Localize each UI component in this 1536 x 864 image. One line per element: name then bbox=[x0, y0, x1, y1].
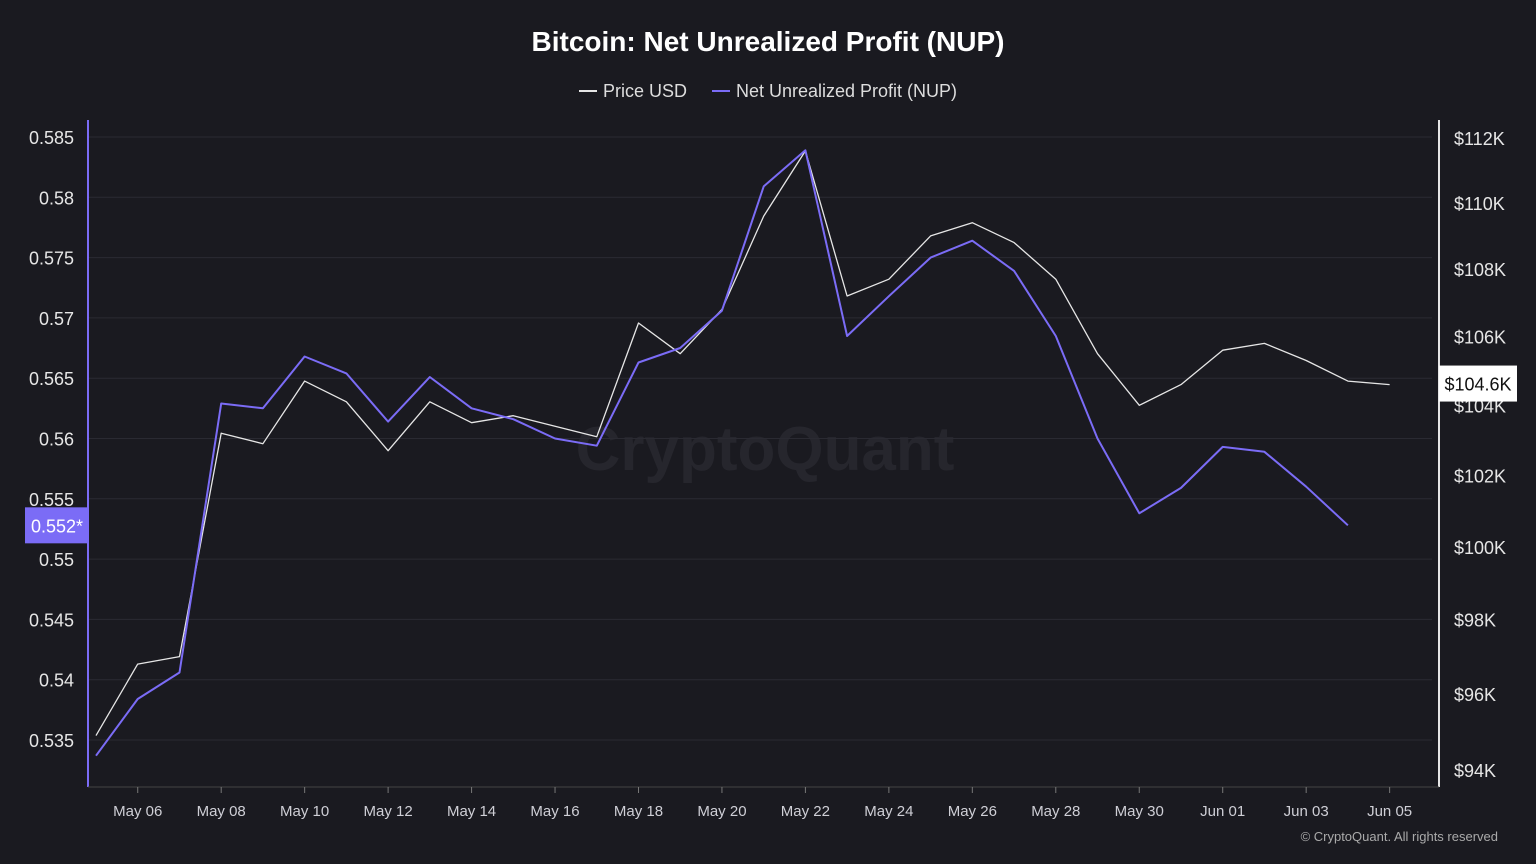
price-current-value-label: $104.6K bbox=[1444, 375, 1511, 395]
x-axis-tick-label: May 12 bbox=[364, 803, 413, 820]
nup-current-value-badge bbox=[25, 507, 88, 544]
x-axis-tick-label: May 24 bbox=[864, 803, 913, 820]
right-axis-tick-label: $112K bbox=[1454, 129, 1505, 149]
legend-label-price: Price USD bbox=[602, 80, 687, 101]
left-axis-tick-label: 0.555 bbox=[29, 490, 74, 510]
legend-label-nup: Net Unrealized Profit (NUP) bbox=[735, 80, 958, 101]
x-axis-tick-label: May 10 bbox=[280, 803, 329, 820]
x-axis-tick-label: May 22 bbox=[781, 803, 830, 820]
left-axis-tick-label: 0.56 bbox=[39, 430, 74, 450]
nup-current-value-label: 0.552* bbox=[31, 516, 83, 536]
right-axis-tick-label: $108K bbox=[1454, 260, 1506, 280]
x-axis-tick-label: Jun 01 bbox=[1200, 803, 1245, 820]
left-axis-tick-label: 0.535 bbox=[29, 731, 74, 751]
right-axis-tick-label: $106K bbox=[1454, 328, 1506, 348]
left-axis-tick-label: 0.585 bbox=[29, 128, 74, 148]
right-axis-tick-label: $102K bbox=[1454, 466, 1506, 486]
right-axis-tick-label: $94K bbox=[1454, 761, 1496, 781]
x-axis-tick-label: May 30 bbox=[1115, 803, 1164, 820]
left-axis-tick-label: 0.55 bbox=[39, 550, 74, 570]
x-axis-tick-label: May 18 bbox=[614, 803, 663, 820]
x-axis-tick-label: May 08 bbox=[197, 803, 246, 820]
right-axis-tick-label: $110K bbox=[1454, 194, 1505, 214]
price-current-value-badge bbox=[1439, 365, 1517, 402]
left-axis-tick-label: 0.54 bbox=[39, 671, 74, 691]
legend: Price USD Net Unrealized Profit (NUP) bbox=[0, 76, 1536, 102]
x-axis-tick-label: May 14 bbox=[447, 803, 496, 820]
x-axis-tick-label: May 26 bbox=[948, 803, 997, 820]
left-axis-tick-label: 0.545 bbox=[29, 610, 74, 630]
x-axis-tick-label: May 16 bbox=[530, 803, 579, 820]
x-axis-tick-label: Jun 03 bbox=[1284, 803, 1329, 820]
legend-item-price[interactable]: Price USD bbox=[578, 80, 687, 102]
x-axis-tick-label: May 20 bbox=[697, 803, 746, 820]
left-axis-tick-label: 0.575 bbox=[29, 249, 74, 269]
legend-swatch-price bbox=[578, 90, 597, 92]
price-line bbox=[95, 150, 1390, 736]
left-axis-tick-label: 0.565 bbox=[29, 369, 74, 389]
legend-item-nup[interactable]: Net Unrealized Profit (NUP) bbox=[711, 80, 958, 102]
x-axis-tick-label: May 06 bbox=[113, 803, 162, 820]
x-axis-tick-label: May 28 bbox=[1031, 803, 1080, 820]
left-axis-tick-label: 0.58 bbox=[39, 188, 74, 208]
legend-swatch-nup bbox=[711, 90, 730, 92]
right-axis-tick-label: $96K bbox=[1454, 685, 1496, 705]
right-axis-tick-label: $98K bbox=[1454, 611, 1496, 631]
chart-title: Bitcoin: Net Unrealized Profit (NUP) bbox=[531, 26, 1005, 57]
right-axis-tick-label: $100K bbox=[1454, 538, 1506, 558]
left-axis-tick-label: 0.57 bbox=[39, 309, 74, 329]
x-axis-tick-label: Jun 05 bbox=[1367, 803, 1412, 820]
copyright-footer: © CryptoQuant. All rights reserved bbox=[1300, 829, 1498, 844]
watermark: CryptoQuant bbox=[576, 415, 955, 484]
